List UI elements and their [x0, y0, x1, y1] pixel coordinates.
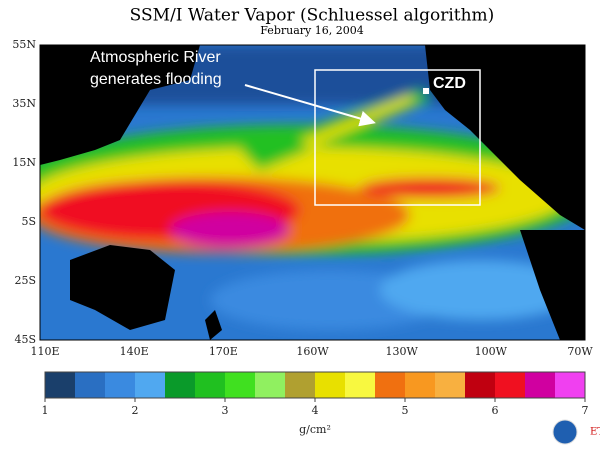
arrow — [244, 84, 376, 127]
colorbar-swatch — [375, 372, 406, 398]
colorbar-tick-label: 2 — [132, 404, 139, 417]
colorbar-swatch — [495, 372, 526, 398]
annotation-line: generates flooding — [90, 71, 222, 88]
colorbar-swatch — [435, 372, 466, 398]
colorbar-swatch — [75, 372, 106, 398]
title: SSM/I Water Vapor (Schluessel algorithm) — [130, 6, 495, 26]
colorbar-swatch — [255, 372, 286, 398]
colorbar-swatch — [285, 372, 316, 398]
colorbar-tick-label: 4 — [312, 404, 319, 417]
colorbar-tick-label: 3 — [222, 404, 229, 417]
colorbar-tick-label: 5 — [402, 404, 409, 417]
lon-label: 170E — [209, 345, 238, 358]
colorbar-swatch — [555, 372, 586, 398]
lat-label: 5S — [21, 215, 36, 228]
lon-label: 100W — [475, 345, 508, 358]
lat-label: 45S — [14, 333, 36, 346]
colorbar-tick-label: 7 — [582, 404, 589, 417]
lon-label: 160W — [296, 345, 329, 358]
subtitle: February 16, 2004 — [260, 24, 363, 37]
colorbar-label: g/cm² — [299, 423, 331, 436]
lon-label: 70W — [567, 345, 593, 358]
site-label: CZD — [433, 75, 466, 92]
colorbar-swatch — [225, 372, 256, 398]
lat-label: 15N — [12, 156, 36, 169]
colorbar-swatch — [105, 372, 136, 398]
colorbar-swatch — [315, 372, 346, 398]
lon-label: 140E — [120, 345, 149, 358]
lat-label: 55N — [12, 38, 36, 51]
lon-label: 130W — [386, 345, 419, 358]
annotation-line: Atmospheric River — [90, 49, 221, 66]
lat-label: 25S — [14, 274, 36, 287]
colorbar-swatch — [405, 372, 436, 398]
logo-text: ETL — [590, 427, 600, 438]
colorbar-swatch — [135, 372, 166, 398]
colorbar-swatch — [195, 372, 226, 398]
lat-label: 35N — [12, 97, 36, 110]
colorbar-swatch — [165, 372, 196, 398]
map — [40, 45, 585, 340]
noaa-logo — [552, 419, 578, 445]
site-marker — [423, 88, 429, 94]
colorbar-tick-label: 6 — [492, 404, 499, 417]
region-box — [314, 69, 481, 206]
lon-label: 110E — [30, 345, 59, 358]
colorbar-swatch — [45, 372, 76, 398]
map-frame — [39, 44, 586, 341]
colorbar-tick-label: 1 — [42, 404, 49, 417]
colorbar-swatch — [345, 372, 376, 398]
colorbar-swatch — [525, 372, 556, 398]
colorbar-swatch — [465, 372, 496, 398]
